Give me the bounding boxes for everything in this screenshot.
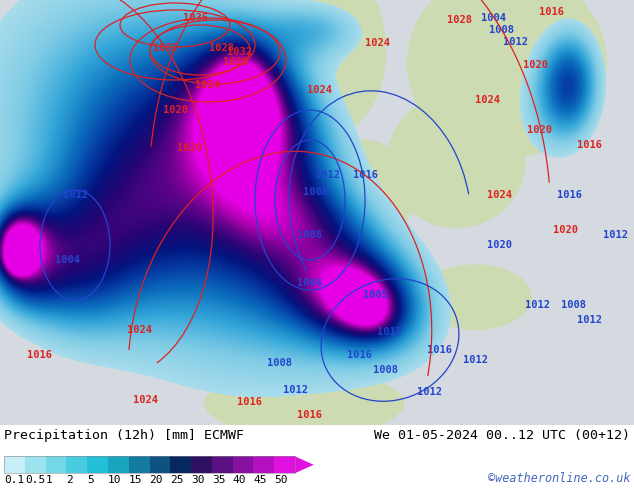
Bar xyxy=(212,456,233,473)
Text: 1016: 1016 xyxy=(297,410,323,420)
Text: 1016: 1016 xyxy=(427,345,453,355)
Bar xyxy=(25,456,46,473)
Text: 1008: 1008 xyxy=(489,25,515,35)
Text: 1024: 1024 xyxy=(195,80,221,90)
Text: 1020: 1020 xyxy=(178,143,202,153)
Text: 15: 15 xyxy=(129,475,142,485)
Text: 1004: 1004 xyxy=(56,255,81,265)
Text: 1024: 1024 xyxy=(474,95,500,105)
Bar xyxy=(150,456,171,473)
Text: 1008: 1008 xyxy=(297,230,323,240)
Text: 1016: 1016 xyxy=(347,350,373,360)
Text: 1024: 1024 xyxy=(307,85,332,95)
Text: ©weatheronline.co.uk: ©weatheronline.co.uk xyxy=(488,472,630,485)
Text: 1012: 1012 xyxy=(63,190,87,200)
Text: 1024: 1024 xyxy=(488,190,512,200)
Text: 1020: 1020 xyxy=(162,105,188,115)
Text: 1008: 1008 xyxy=(560,300,586,310)
Text: 50: 50 xyxy=(275,475,288,485)
Text: 1020: 1020 xyxy=(224,57,249,67)
Text: 1004: 1004 xyxy=(297,278,323,288)
Text: 1012: 1012 xyxy=(283,385,307,395)
Text: 30: 30 xyxy=(191,475,205,485)
Text: 1012: 1012 xyxy=(578,315,602,325)
Text: 1036: 1036 xyxy=(183,13,209,23)
Text: 35: 35 xyxy=(212,475,225,485)
Text: 1012: 1012 xyxy=(418,387,443,397)
Bar xyxy=(129,456,150,473)
Bar xyxy=(254,456,275,473)
Bar xyxy=(275,456,295,473)
Text: 1008: 1008 xyxy=(268,358,292,368)
Text: 1024: 1024 xyxy=(133,395,157,405)
Bar xyxy=(171,456,191,473)
Text: 20: 20 xyxy=(150,475,163,485)
Text: 1024: 1024 xyxy=(365,38,391,48)
Text: 1032: 1032 xyxy=(153,43,178,53)
Text: 45: 45 xyxy=(254,475,267,485)
Text: 1004: 1004 xyxy=(481,13,505,23)
Text: 1016: 1016 xyxy=(238,397,262,407)
Text: 2: 2 xyxy=(67,475,73,485)
Bar xyxy=(4,456,25,473)
Text: 1016: 1016 xyxy=(538,7,564,17)
Text: 1016: 1016 xyxy=(578,140,602,150)
Text: 0.5: 0.5 xyxy=(25,475,45,485)
Text: 1: 1 xyxy=(46,475,53,485)
Text: 1020: 1020 xyxy=(527,125,552,135)
Text: 1012: 1012 xyxy=(377,327,403,337)
Text: Precipitation (12h) [mm] ECMWF: Precipitation (12h) [mm] ECMWF xyxy=(4,429,244,441)
Bar xyxy=(46,456,67,473)
Text: 10: 10 xyxy=(108,475,122,485)
Text: 1012: 1012 xyxy=(462,355,488,365)
Bar xyxy=(87,456,108,473)
Text: 1016: 1016 xyxy=(27,350,53,360)
Text: 1008: 1008 xyxy=(373,365,398,375)
Text: 1012: 1012 xyxy=(503,37,527,47)
Text: 5: 5 xyxy=(87,475,94,485)
Text: We 01-05-2024 00..12 UTC (00+12): We 01-05-2024 00..12 UTC (00+12) xyxy=(374,429,630,441)
Text: 1028: 1028 xyxy=(209,43,235,53)
Text: 1005: 1005 xyxy=(363,290,387,300)
Text: 1016: 1016 xyxy=(557,190,583,200)
Text: 25: 25 xyxy=(171,475,184,485)
Text: 1012: 1012 xyxy=(524,300,550,310)
Text: 1012: 1012 xyxy=(316,170,340,180)
Text: 0.1: 0.1 xyxy=(4,475,24,485)
Bar xyxy=(67,456,87,473)
Text: 1020: 1020 xyxy=(522,60,548,70)
Text: 1020: 1020 xyxy=(552,225,578,235)
Bar xyxy=(108,456,129,473)
Bar xyxy=(233,456,254,473)
Text: 1024: 1024 xyxy=(127,325,153,335)
Bar xyxy=(191,456,212,473)
Bar xyxy=(4,456,295,473)
Text: 40: 40 xyxy=(233,475,246,485)
Text: 1032: 1032 xyxy=(228,47,252,57)
Text: 1008: 1008 xyxy=(302,187,328,197)
Text: 1012: 1012 xyxy=(602,230,628,240)
Text: 1020: 1020 xyxy=(488,240,512,250)
Polygon shape xyxy=(295,456,314,473)
Text: 1016: 1016 xyxy=(353,170,377,180)
Text: 1028: 1028 xyxy=(448,15,472,25)
